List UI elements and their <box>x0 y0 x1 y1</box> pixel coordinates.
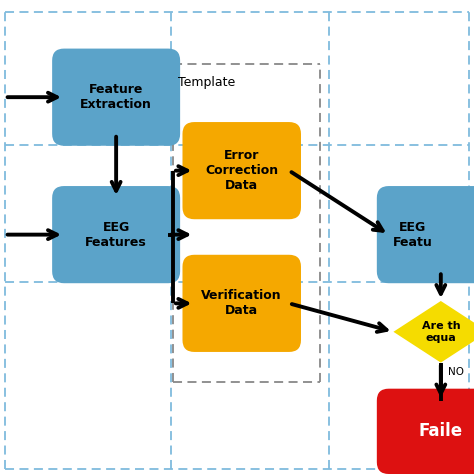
FancyBboxPatch shape <box>182 255 301 352</box>
FancyBboxPatch shape <box>182 122 301 219</box>
Text: Error
Correction
Data: Error Correction Data <box>205 149 278 192</box>
Text: Verification
Data: Verification Data <box>201 289 282 318</box>
Text: Template: Template <box>178 76 235 89</box>
FancyBboxPatch shape <box>377 389 474 474</box>
Text: Feature
Extraction: Feature Extraction <box>80 83 152 111</box>
Text: Faile: Faile <box>419 422 463 440</box>
Text: Are th
equa: Are th equa <box>421 321 460 343</box>
FancyBboxPatch shape <box>377 186 474 283</box>
Text: EEG
Featu: EEG Featu <box>392 220 432 249</box>
Text: NO: NO <box>448 367 464 377</box>
Text: EEG
Features: EEG Features <box>85 220 147 249</box>
FancyBboxPatch shape <box>52 49 180 146</box>
Polygon shape <box>393 301 474 363</box>
FancyBboxPatch shape <box>52 186 180 283</box>
